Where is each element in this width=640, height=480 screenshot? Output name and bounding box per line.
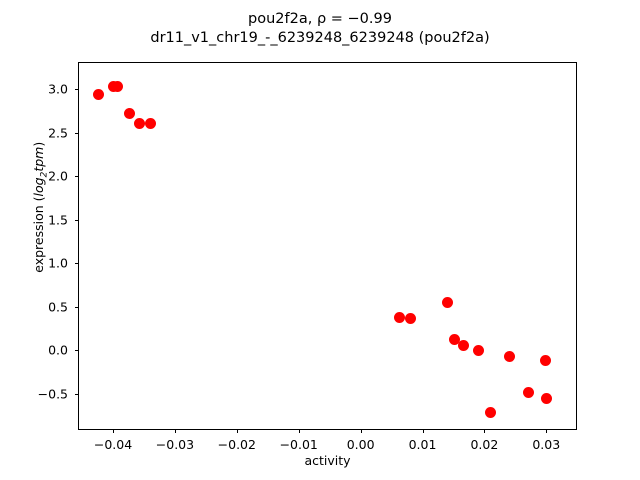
plot-frame: −0.04 −0.03 −0.02 −0.01 0.00 0.01 0.02 0.03 −0.5… (38, 62, 577, 452)
y-axis-tick-label: −0.5 (37, 386, 68, 402)
x-axis-tick-label: −0.04 (93, 437, 133, 452)
y-axis-tick (75, 132, 79, 134)
y-axis-label: expression (log2tpm) (31, 47, 50, 367)
y-axis-label-prefix: expression ( (30, 196, 46, 273)
scatter-point (503, 350, 515, 362)
scatter-point (405, 313, 417, 325)
y-axis-label-math-sub: 2 (39, 171, 50, 178)
y-axis-tick (75, 176, 79, 178)
chart-title-line1: pou2f2a, ρ = −0.99 (248, 11, 392, 27)
scatter-point (472, 344, 484, 356)
x-axis-tick (422, 429, 424, 433)
y-axis-tick (75, 393, 79, 395)
y-axis-tick-label: 0.0 (48, 342, 68, 358)
x-axis-tick (360, 429, 362, 433)
scatter-point (449, 334, 461, 346)
y-axis-tick-label: 2.5 (48, 125, 68, 141)
x-axis-tick (174, 429, 177, 433)
scatter-point (458, 340, 470, 352)
x-axis-tick-label: 0.02 (470, 437, 499, 452)
y-axis-tick-label: 1.5 (48, 212, 68, 228)
y-axis-label-math-base: log (30, 177, 46, 197)
x-axis-tick-label: −0.01 (279, 437, 318, 452)
x-axis-tick-label: −0.02 (217, 437, 256, 452)
y-axis-tick (75, 89, 79, 91)
y-axis-tick (75, 263, 79, 265)
y-axis-tick-label: 2.0 (48, 168, 68, 184)
scatter-point (133, 117, 145, 129)
x-axis-tick-label: 0.03 (532, 437, 561, 452)
scatter-point (93, 88, 105, 100)
x-axis-tick (298, 429, 300, 433)
scatter-point (123, 107, 135, 119)
y-axis-tick (75, 306, 79, 308)
x-axis-tick-label: −0.03 (155, 437, 195, 452)
x-axis-label: activity (304, 453, 351, 468)
y-axis-tick-label: 0.5 (48, 299, 68, 315)
scatter-point (442, 296, 454, 308)
y-axis-label-suffix: ) (30, 141, 46, 147)
y-axis-tick (75, 350, 79, 352)
scatter-point (541, 392, 553, 404)
x-axis-tick (484, 429, 486, 433)
scatter-point (522, 387, 534, 399)
x-axis-tick (113, 429, 115, 433)
scatter-point (485, 407, 497, 419)
x-axis-tick-label: 0.01 (408, 437, 437, 452)
scatter-point (539, 355, 551, 367)
scatter-point (394, 311, 406, 323)
chart-title-line2: dr11_v1_chr19_-_6239248_6239248 (pou2f2a… (150, 30, 490, 46)
y-axis-tick-label: 3.0 (48, 81, 68, 97)
y-axis-label-math-tail: tpm (30, 146, 46, 172)
chart-title: pou2f2a, ρ = −0.99 dr11_v1_chr19_-_62392… (0, 10, 640, 48)
x-axis-tick (546, 429, 548, 433)
y-axis-tick-label: 1.0 (48, 255, 68, 271)
x-axis-tick (236, 429, 238, 433)
scatter-point (112, 81, 124, 92)
plot-area (79, 63, 576, 429)
x-axis-tick-label: 0.00 (346, 437, 375, 452)
y-axis-tick (75, 219, 79, 221)
scatter-point (145, 117, 157, 129)
